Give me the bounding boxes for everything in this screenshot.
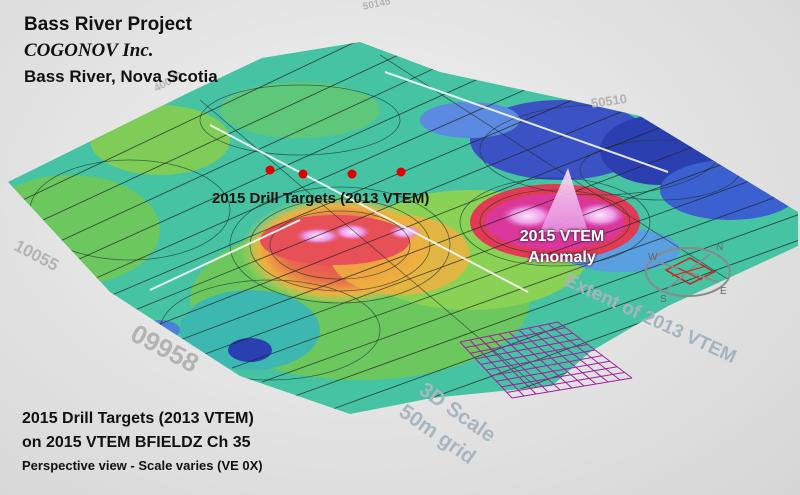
scale-grid-line xyxy=(501,366,618,388)
drill-target xyxy=(298,169,308,179)
anomaly-label: 2015 VTEM Anomaly xyxy=(510,226,614,268)
caption-line-2: on 2015 VTEM BFIELDZ Ch 35 xyxy=(22,434,251,451)
scale-grid-line xyxy=(496,360,610,382)
scale-grid-line xyxy=(547,323,621,381)
drill-target xyxy=(396,167,406,177)
anomaly-spike xyxy=(540,168,588,232)
drill-target xyxy=(265,165,275,175)
caption-line-1: 2015 Drill Targets (2013 VTEM) xyxy=(22,410,254,427)
anomaly-label-line2: Anomaly xyxy=(528,249,596,266)
company-name: COGONOV Inc. xyxy=(24,40,154,61)
drill-target xyxy=(347,169,357,179)
scale-grid-line xyxy=(491,355,603,377)
scale-grid-line xyxy=(557,321,633,379)
scale-grid-line xyxy=(528,327,597,385)
scale-grid-line xyxy=(511,377,633,399)
scale-grid-line xyxy=(485,349,596,371)
drill-targets xyxy=(265,165,406,179)
compass-rose-icon: N W E S xyxy=(645,242,731,305)
scale-grid-icon xyxy=(459,321,633,399)
scale-grid-line xyxy=(506,371,625,393)
scale-grid-line xyxy=(538,325,609,383)
compass-s: S xyxy=(660,294,667,305)
compass-n: N xyxy=(716,242,723,253)
caption-line-3: Perspective view - Scale varies (VE 0X) xyxy=(22,458,263,473)
location: Bass River, Nova Scotia xyxy=(24,67,218,86)
anomaly-label-line1: 2015 VTEM xyxy=(519,228,605,245)
compass-w: W xyxy=(648,252,658,263)
drill-targets-label: 2015 Drill Targets (2013 VTEM) xyxy=(212,190,430,207)
project-title: Bass River Project xyxy=(24,14,192,35)
compass-e: E xyxy=(720,286,727,297)
scale-grid-line xyxy=(518,329,585,387)
